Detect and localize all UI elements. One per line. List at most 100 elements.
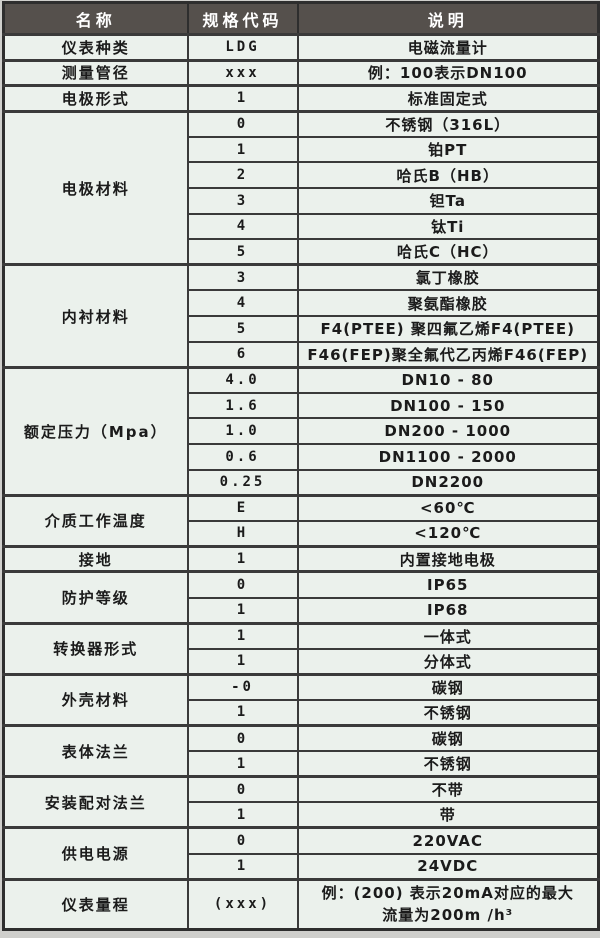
spec-code-cell: 1.0 — [186, 417, 299, 445]
table-row: 0.6 DN1100 - 2000 — [4, 443, 600, 471]
group-name-cell: 电极材料 — [2, 109, 189, 266]
description-cell: DN10 - 80 — [296, 365, 600, 394]
spec-code-cell: H — [186, 519, 299, 548]
description-cell: IP68 — [296, 596, 600, 625]
spec-code-cell: 1 — [186, 698, 299, 727]
spec-code-cell: 1 — [186, 84, 299, 113]
description-cell: 一体式 — [296, 621, 600, 650]
group-name-cell: 防护等级 — [2, 570, 189, 625]
table-row: 1 分体式 — [4, 647, 600, 676]
description-cell: 例：(200) 表示20mA对应的最大 流量为200m /h³ — [296, 877, 600, 931]
group-name-cell: 供电电源 — [2, 826, 189, 881]
description-cell: 钛Ti — [296, 212, 600, 241]
group-name-cell: 额定压力（Mpa） — [2, 365, 189, 497]
spec-code-cell: 1 — [186, 596, 299, 625]
column-header-name: 名称 — [2, 1, 189, 36]
description-cell: 220VAC — [296, 826, 600, 855]
spec-code-cell: (xxx) — [186, 877, 299, 931]
spec-code-cell: -0 — [186, 672, 299, 701]
group-name-cell: 内衬材料 — [2, 263, 189, 369]
group-name-cell: 测量管径 — [2, 58, 189, 87]
description-cell: 哈氏C（HC） — [296, 238, 600, 266]
description-line2: 流量为200m /h³ — [382, 906, 514, 925]
spec-code-cell: 6 — [186, 340, 299, 369]
spec-code-cell: 1 — [186, 647, 299, 676]
description-cell: 碳钢 — [296, 672, 600, 701]
description-cell: DN2200 — [296, 468, 600, 497]
description-cell: 氯丁橡胶 — [296, 263, 600, 292]
description-cell: 24VDC — [296, 852, 600, 881]
description-cell: <60℃ — [296, 493, 600, 522]
table-row: 防护等级 0 IP65 — [2, 570, 600, 625]
description-cell: 分体式 — [296, 647, 600, 676]
spec-code-cell: 2 — [186, 161, 299, 190]
table-row: 1 24VDC — [4, 852, 600, 881]
table-row: 外壳材料 -0 碳钢 — [2, 672, 600, 727]
spec-code-cell: 5 — [186, 315, 299, 343]
table-row: 6 F46(FEP)聚全氟代乙丙烯F46(FEP) — [4, 340, 600, 369]
spec-code-cell: 3 — [186, 187, 299, 215]
table-row: 介质工作温度 E <60℃ — [2, 493, 600, 548]
spec-code-cell: 4.0 — [186, 365, 299, 394]
group-name-cell: 电极形式 — [2, 84, 189, 113]
spec-code-cell: 5 — [186, 238, 299, 266]
table-row: 接地 1 内置接地电极 — [2, 544, 600, 573]
group-name-cell: 介质工作温度 — [2, 493, 189, 548]
description-cell: DN200 - 1000 — [296, 417, 600, 445]
description-cell: IP65 — [296, 570, 600, 599]
description-cell: 铂PT — [296, 135, 600, 164]
description-cell: DN100 - 150 — [296, 391, 600, 420]
spec-code-cell: 0 — [186, 724, 299, 753]
table-row: 仪表量程 (xxx) 例：(200) 表示20mA对应的最大 流量为200m /h³ — [2, 877, 600, 931]
table-row: 额定压力（Mpa） 4.0 DN10 - 80 — [2, 365, 600, 497]
table-row: 5 哈氏C（HC） — [4, 238, 600, 266]
spec-code-cell: 0.6 — [186, 443, 299, 471]
description-cell: 钽Ta — [296, 187, 600, 215]
spec-code-cell: 1 — [186, 544, 299, 573]
description-cell: 内置接地电极 — [296, 544, 600, 573]
table-row: 仪表种类 LDG 电磁流量计 — [2, 33, 600, 62]
spec-code-cell: 1.6 — [186, 391, 299, 420]
group-name-cell: 仪表种类 — [2, 33, 189, 62]
spec-code-cell: 4 — [186, 289, 299, 318]
spec-code-cell: 1 — [186, 135, 299, 164]
description-cell: 电磁流量计 — [296, 33, 600, 62]
description-cell: 带 — [296, 801, 600, 829]
table-row: 安装配对法兰 0 不带 — [2, 775, 600, 829]
column-header-description: 说明 — [296, 1, 600, 36]
spec-code-cell: 3 — [186, 263, 299, 292]
column-header-code: 规格代码 — [186, 1, 299, 36]
spec-code-cell: 1 — [186, 801, 299, 829]
group-name-cell: 安装配对法兰 — [2, 775, 189, 829]
group-name-cell: 仪表量程 — [2, 877, 189, 931]
description-cell: 不带 — [296, 775, 600, 804]
description-cell: 不锈钢 — [296, 698, 600, 727]
spec-code-cell: E — [186, 493, 299, 522]
description-cell: 例：100表示DN100 — [296, 58, 600, 87]
description-cell: 不锈钢（316L） — [296, 109, 600, 138]
table-body: 仪表种类 LDG 电磁流量计 测量管径 xxx 例：100表示DN100 电极形式 1 标准固定… — [2, 33, 600, 931]
spec-code-cell: LDG — [186, 33, 299, 62]
group-name-cell: 表体法兰 — [2, 724, 189, 778]
description-cell: 标准固定式 — [296, 84, 600, 113]
description-cell: DN1100 - 2000 — [296, 443, 600, 471]
table-row: 电极材料 0 不锈钢（316L） — [2, 109, 600, 266]
table-row: H <120℃ — [4, 519, 600, 548]
spec-code-cell: 0 — [186, 570, 299, 599]
spec-code-cell: 0 — [186, 775, 299, 804]
table-row: 1 不锈钢 — [4, 750, 600, 778]
table-row: 5 F4(PTEE) 聚四氟乙烯F4(PTEE) — [4, 315, 600, 343]
spec-code-cell: 4 — [186, 212, 299, 241]
table-row: 内衬材料 3 氯丁橡胶 — [2, 263, 600, 369]
table-row: 测量管径 xxx 例：100表示DN100 — [2, 58, 600, 87]
table-header-row: 名称 规格代码 说明 — [2, 1, 600, 36]
spec-code-cell: 1 — [186, 621, 299, 650]
table-row: 表体法兰 0 碳钢 — [2, 724, 600, 778]
table-row: 转换器形式 1 一体式 — [2, 621, 600, 676]
table-row: 供电电源 0 220VAC — [2, 826, 600, 881]
spec-code-cell: 1 — [186, 852, 299, 881]
table-row: 电极形式 1 标准固定式 — [2, 84, 600, 113]
group-name-cell: 外壳材料 — [2, 672, 189, 727]
